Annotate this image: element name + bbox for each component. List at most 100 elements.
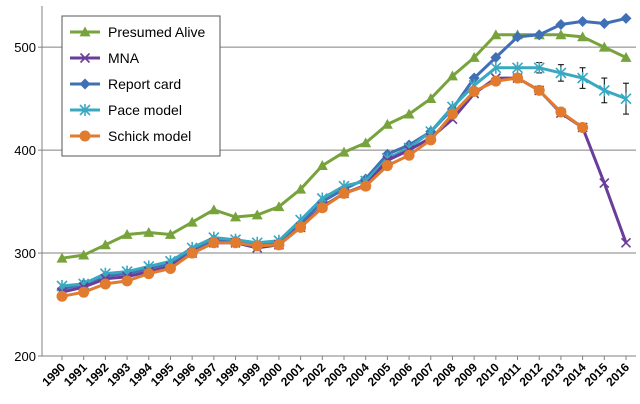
legend-marker bbox=[79, 26, 91, 37]
x-tick-label: 1997 bbox=[191, 360, 220, 389]
data-point bbox=[511, 61, 524, 74]
series-schick-model bbox=[56, 72, 589, 302]
y-tick-label: 200 bbox=[14, 349, 36, 364]
y-tick-label: 400 bbox=[14, 143, 36, 158]
data-point bbox=[338, 187, 350, 199]
data-point bbox=[533, 29, 545, 41]
x-tick-label: 1991 bbox=[61, 360, 90, 389]
data-point bbox=[620, 51, 632, 62]
x-tick-label: 2016 bbox=[603, 360, 632, 389]
x-tick-label: 1992 bbox=[83, 360, 112, 389]
data-point bbox=[555, 19, 567, 31]
data-point bbox=[316, 160, 328, 170]
y-tick-label: 500 bbox=[14, 40, 36, 55]
data-point bbox=[273, 201, 285, 212]
data-point bbox=[403, 108, 415, 119]
legend-label: MNA bbox=[108, 50, 140, 66]
data-point bbox=[512, 72, 524, 84]
data-point bbox=[273, 239, 285, 251]
data-point bbox=[143, 226, 155, 237]
x-tick-label: 2000 bbox=[256, 360, 285, 389]
x-tick-label: 2012 bbox=[517, 360, 546, 389]
data-point bbox=[598, 41, 610, 52]
legend-label: Presumed Alive bbox=[108, 24, 205, 40]
data-point bbox=[620, 237, 632, 248]
data-point bbox=[555, 66, 567, 79]
data-point bbox=[577, 121, 589, 133]
series-group bbox=[56, 12, 632, 302]
legend-item: Presumed Alive bbox=[70, 24, 205, 40]
data-point bbox=[230, 237, 242, 249]
data-point bbox=[446, 108, 458, 120]
data-point bbox=[164, 263, 176, 274]
data-point bbox=[56, 290, 68, 302]
x-tick-label: 2001 bbox=[278, 360, 307, 389]
data-point bbox=[121, 229, 133, 239]
legend-marker bbox=[79, 104, 91, 116]
data-point bbox=[381, 118, 393, 129]
data-point bbox=[598, 18, 610, 29]
data-point bbox=[99, 278, 111, 290]
data-point bbox=[512, 31, 524, 43]
x-tick-label: 1994 bbox=[126, 360, 155, 389]
data-point bbox=[533, 61, 545, 74]
data-point bbox=[360, 180, 372, 192]
data-point bbox=[208, 237, 220, 249]
data-point bbox=[143, 268, 155, 280]
x-tick-label: 1995 bbox=[148, 360, 177, 389]
x-tick-label: 1990 bbox=[39, 360, 68, 389]
legend-marker bbox=[79, 78, 91, 90]
x-tick-label: 2005 bbox=[365, 360, 394, 389]
data-point bbox=[121, 275, 133, 287]
data-point bbox=[533, 84, 545, 96]
data-point bbox=[490, 29, 502, 40]
axes bbox=[38, 6, 636, 360]
data-point bbox=[99, 239, 111, 250]
data-point bbox=[403, 149, 415, 161]
data-point bbox=[577, 31, 589, 42]
y-tick-label: 300 bbox=[14, 246, 36, 261]
x-tick-label: 2002 bbox=[300, 360, 329, 389]
x-tick-label: 1999 bbox=[235, 360, 264, 389]
legend-marker bbox=[79, 52, 91, 64]
data-point bbox=[577, 15, 589, 27]
legend-label: Schick model bbox=[108, 128, 191, 144]
data-point bbox=[295, 183, 307, 194]
legend-item: Report card bbox=[70, 76, 181, 92]
x-tick-label: 2013 bbox=[538, 360, 567, 389]
legend-label: Pace model bbox=[108, 102, 182, 118]
data-point bbox=[620, 12, 632, 24]
data-point bbox=[251, 240, 263, 252]
data-point bbox=[446, 70, 458, 81]
data-point bbox=[425, 134, 437, 146]
data-point bbox=[164, 229, 176, 239]
data-point bbox=[230, 211, 242, 222]
x-tick-label: 2004 bbox=[343, 360, 372, 389]
data-point bbox=[468, 72, 480, 84]
data-point bbox=[490, 51, 502, 63]
data-point bbox=[360, 137, 372, 148]
data-point bbox=[468, 85, 480, 97]
data-point bbox=[577, 72, 589, 85]
legend-item: Pace model bbox=[70, 102, 182, 118]
data-point bbox=[490, 61, 502, 74]
data-point bbox=[599, 177, 610, 189]
x-tick-label: 2014 bbox=[560, 360, 589, 389]
y-tick-labels: 200 300 400 500 bbox=[14, 40, 36, 364]
legend: Presumed Alive MNA Report card Pace model Sc… bbox=[61, 15, 221, 157]
data-point bbox=[316, 202, 328, 214]
x-tick-label: 1993 bbox=[104, 360, 133, 389]
data-point bbox=[468, 51, 480, 62]
data-point bbox=[78, 249, 90, 260]
x-tick-label: 2006 bbox=[386, 360, 415, 389]
x-tick-label: 2003 bbox=[321, 360, 350, 389]
data-point bbox=[490, 75, 502, 87]
legend-item: Schick model bbox=[70, 128, 191, 144]
data-point bbox=[338, 146, 350, 157]
data-point bbox=[555, 29, 567, 40]
x-tick-label: 1996 bbox=[169, 360, 198, 389]
data-point bbox=[555, 106, 567, 118]
x-tick-label: 2010 bbox=[473, 360, 502, 389]
x-tick-label: 2015 bbox=[582, 360, 611, 389]
